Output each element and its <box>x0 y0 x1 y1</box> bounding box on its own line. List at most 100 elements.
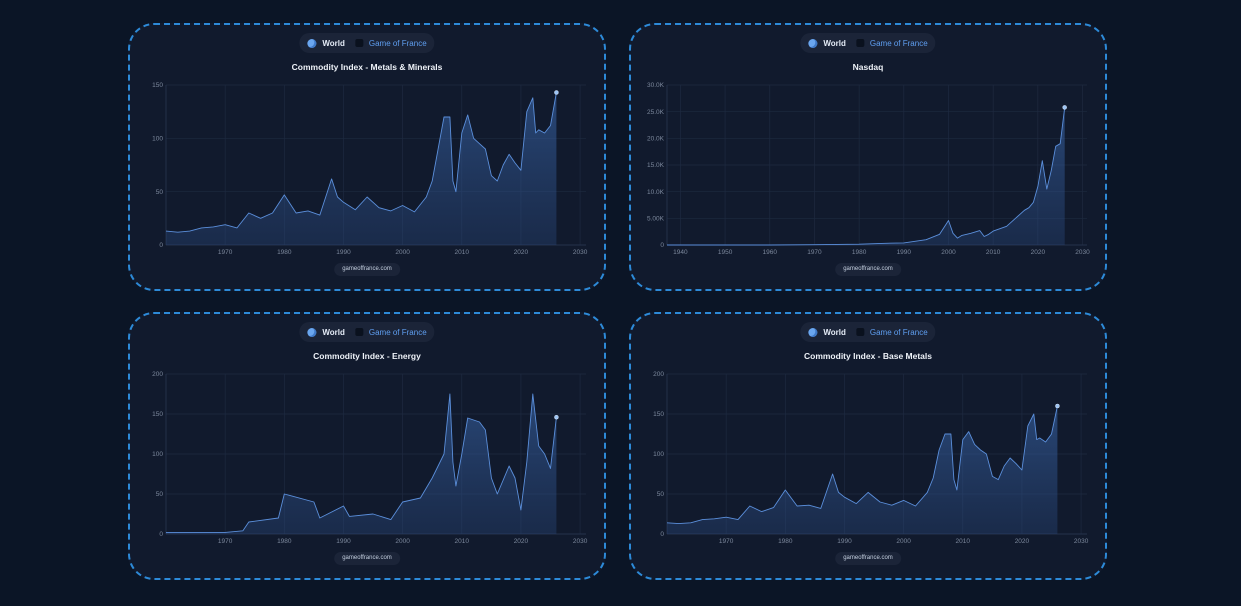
y-tick-label: 150 <box>653 411 664 418</box>
x-tick-label: 2020 <box>514 538 529 545</box>
x-tick-label: 2030 <box>573 249 588 256</box>
x-tick-label: 1990 <box>897 249 912 256</box>
series-area <box>667 107 1065 246</box>
x-tick-label: 1970 <box>807 249 822 256</box>
chart-title: Commodity Index - Base Metals <box>803 351 932 361</box>
series-area <box>166 92 557 245</box>
y-tick-label: 30.0K <box>647 82 665 89</box>
y-tick-label: 50 <box>156 491 164 498</box>
chart-title: Commodity Index - Metals & Minerals <box>291 62 443 72</box>
y-tick-label: 200 <box>653 371 664 378</box>
x-tick-label: 1980 <box>852 249 867 256</box>
game-of-france-icon <box>855 328 864 336</box>
game-of-france-icon <box>354 328 363 336</box>
x-tick-label: 2020 <box>514 249 529 256</box>
x-tick-label: 1970 <box>719 538 734 545</box>
y-tick-label: 0 <box>159 531 163 538</box>
x-tick-label: 2010 <box>455 249 470 256</box>
x-tick-label: 1970 <box>218 249 233 256</box>
last-point-marker <box>554 414 559 420</box>
game-of-france-icon <box>354 39 363 47</box>
x-tick-label: 1980 <box>778 538 793 545</box>
y-tick-label: 150 <box>152 82 163 89</box>
y-tick-label: 150 <box>152 411 163 418</box>
x-tick-label: 1990 <box>837 538 852 545</box>
x-tick-label: 2010 <box>956 538 971 545</box>
x-tick-label: 2010 <box>986 249 1001 256</box>
legend-game-of-france-link[interactable]: Game of France <box>368 327 427 337</box>
chart-title: Nasdaq <box>852 62 884 72</box>
x-tick-label: 1940 <box>673 249 688 256</box>
x-tick-label: 2000 <box>395 538 410 545</box>
x-tick-label: 1980 <box>277 249 292 256</box>
footer-link[interactable]: gameoffrance.com <box>334 552 400 565</box>
legend-game-of-france-link[interactable]: Game of France <box>368 38 427 48</box>
legend-pill: World Game of France <box>800 33 936 53</box>
y-tick-label: 0 <box>660 531 664 538</box>
series-area <box>166 394 557 534</box>
footer-link[interactable]: gameoffrance.com <box>835 263 901 276</box>
legend-world-label: World <box>322 38 345 48</box>
footer-link[interactable]: gameoffrance.com <box>334 263 400 276</box>
chart-panel-base-metals: World Game of France Commodity Index - B… <box>629 312 1107 580</box>
x-tick-label: 2020 <box>1015 538 1030 545</box>
y-tick-label: 0 <box>660 242 664 249</box>
x-tick-label: 2000 <box>395 249 410 256</box>
x-tick-label: 2030 <box>1074 538 1089 545</box>
footer-link[interactable]: gameoffrance.com <box>835 552 901 565</box>
x-tick-label: 1960 <box>763 249 778 256</box>
chart-svg: 0 50 100 150 1970 1980 1990 2000 2010 2020 2030 <box>152 82 588 256</box>
last-point-marker <box>1055 403 1060 409</box>
x-tick-label: 1990 <box>336 249 351 256</box>
x-tick-label: 1970 <box>218 538 233 545</box>
series-line <box>667 107 1066 246</box>
x-tick-label: 1990 <box>336 538 351 545</box>
series-line <box>666 405 1058 525</box>
x-tick-label: 1950 <box>718 249 733 256</box>
series-line <box>165 92 557 233</box>
legend-world-label: World <box>823 327 846 337</box>
globe-icon <box>307 327 317 337</box>
x-tick-label: 2000 <box>896 538 911 545</box>
y-tick-label: 100 <box>653 451 664 458</box>
x-tick-label: 2030 <box>1075 249 1090 256</box>
x-tick-label: 2030 <box>573 538 588 545</box>
x-tick-label: 2010 <box>455 538 470 545</box>
y-tick-label: 50 <box>156 189 164 196</box>
series-area <box>667 406 1058 534</box>
chart-panel-energy: World Game of France Commodity Index - E… <box>128 312 606 580</box>
globe-icon <box>307 38 317 48</box>
chart-svg: 0 50 100 150 200 1970 1980 1990 2000 2010 2020 2030 <box>653 371 1089 545</box>
legend-pill: World Game of France <box>800 322 936 342</box>
game-of-france-icon <box>855 39 864 47</box>
x-tick-label: 2020 <box>1031 249 1046 256</box>
y-tick-label: 200 <box>152 371 163 378</box>
x-tick-label: 1980 <box>277 538 292 545</box>
chart-panel-metals-minerals: World Game of France Commodity Index - M… <box>128 23 606 291</box>
y-tick-label: 25.0K <box>647 109 665 116</box>
globe-icon <box>808 38 818 48</box>
y-tick-label: 20.0K <box>647 136 665 143</box>
x-tick-label: 2000 <box>941 249 956 256</box>
globe-icon <box>808 327 818 337</box>
last-point-marker <box>554 90 559 95</box>
y-tick-label: 0 <box>159 242 163 249</box>
y-tick-label: 5.00K <box>647 216 665 223</box>
y-tick-label: 10.0K <box>647 189 665 196</box>
y-tick-label: 15.0K <box>647 162 665 169</box>
chart-svg: 0 50 100 150 200 1970 1980 1990 2000 2010 2020 2030 <box>152 371 588 545</box>
chart-svg: 0 5.00K 10.0K 15.0K 20.0K 25.0K 30.0K 1940 1950 1… <box>647 82 1090 256</box>
y-tick-label: 100 <box>152 451 163 458</box>
chart-title: Commodity Index - Energy <box>313 351 421 361</box>
chart-panel-nasdaq: World Game of France Nasdaq 0 5.00K 10.0K 1… <box>629 23 1107 291</box>
y-tick-label: 100 <box>152 136 163 143</box>
series-line <box>166 393 557 533</box>
legend-world-label: World <box>823 38 846 48</box>
legend-pill: World Game of France <box>299 33 435 53</box>
last-point-marker <box>1062 105 1067 110</box>
legend-game-of-france-link[interactable]: Game of France <box>869 38 928 48</box>
legend-world-label: World <box>322 327 345 337</box>
legend-game-of-france-link[interactable]: Game of France <box>869 327 928 337</box>
y-tick-label: 50 <box>657 491 665 498</box>
legend-pill: World Game of France <box>299 322 435 342</box>
